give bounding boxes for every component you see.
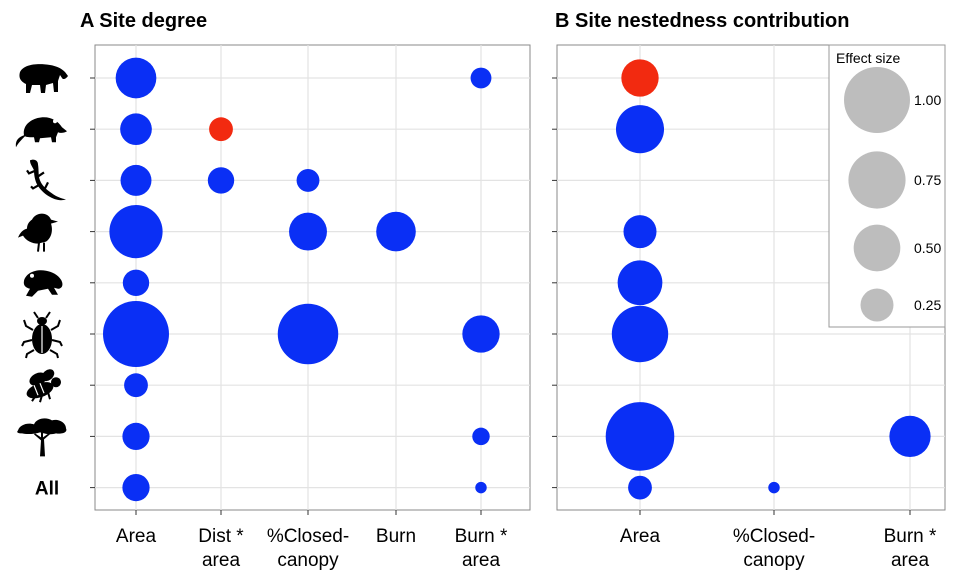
legend-symbol — [860, 288, 894, 322]
bubble-point — [376, 211, 416, 252]
legend-title: Effect size — [836, 50, 901, 66]
bubble-point — [122, 473, 150, 502]
bee-icon — [26, 369, 61, 403]
lizard-icon — [26, 159, 66, 201]
x-tick-label: Area — [116, 526, 157, 547]
x-tick-label: Burn * area — [455, 526, 508, 571]
bubble-point — [611, 305, 669, 363]
bird-icon — [18, 213, 58, 252]
bubble-point — [277, 303, 339, 365]
legend-label: 1.00 — [914, 92, 941, 108]
bubble-point — [120, 113, 152, 146]
tapir-icon — [19, 64, 69, 93]
bubble-point — [617, 260, 663, 306]
bubble-point — [605, 402, 675, 471]
bubble-point — [615, 105, 665, 154]
legend-label: 0.25 — [914, 297, 941, 313]
bubble-point — [115, 57, 157, 99]
legend-label: 0.50 — [914, 240, 941, 256]
panel-frame — [94, 44, 531, 511]
legend-symbol — [844, 67, 910, 133]
tree-icon — [17, 418, 67, 457]
bubble-point — [889, 415, 931, 458]
bubble-point — [462, 315, 500, 353]
legend-symbol — [848, 151, 906, 209]
x-tick-label: Dist * area — [198, 526, 244, 571]
bubble-point — [621, 59, 659, 97]
bubble-point — [768, 481, 780, 494]
x-tick-label: %Closed-canopy — [267, 526, 349, 571]
x-tick-label: Burn * area — [884, 526, 937, 571]
legend-label: 0.75 — [914, 172, 941, 188]
x-tick-label: Area — [620, 526, 661, 547]
bubble-point — [103, 301, 169, 367]
bubble-point — [623, 215, 657, 249]
x-tick-label: Burn — [376, 526, 416, 547]
beetle-icon — [21, 311, 63, 359]
bubble-point — [122, 422, 150, 451]
bubble-point — [209, 117, 233, 142]
bubble-point — [109, 204, 163, 259]
panel-title: A Site degree — [80, 10, 207, 32]
bubble-point — [628, 475, 652, 500]
row-label: All — [35, 479, 59, 500]
bubble-point — [124, 373, 148, 398]
possum-icon — [15, 117, 67, 148]
bubble-point — [122, 269, 150, 296]
bubble-point — [472, 427, 490, 446]
bubble-point — [289, 212, 327, 251]
panel-title: B Site nestedness contribution — [555, 10, 849, 32]
x-tick-label: %Closed-canopy — [733, 526, 815, 571]
bubble-point — [475, 481, 487, 494]
legend-symbol — [853, 224, 901, 272]
frog-icon — [23, 270, 63, 297]
bubble-point — [470, 67, 492, 89]
bubble-point — [296, 168, 320, 192]
bubble-point — [207, 167, 235, 194]
bubble-point — [120, 164, 152, 196]
